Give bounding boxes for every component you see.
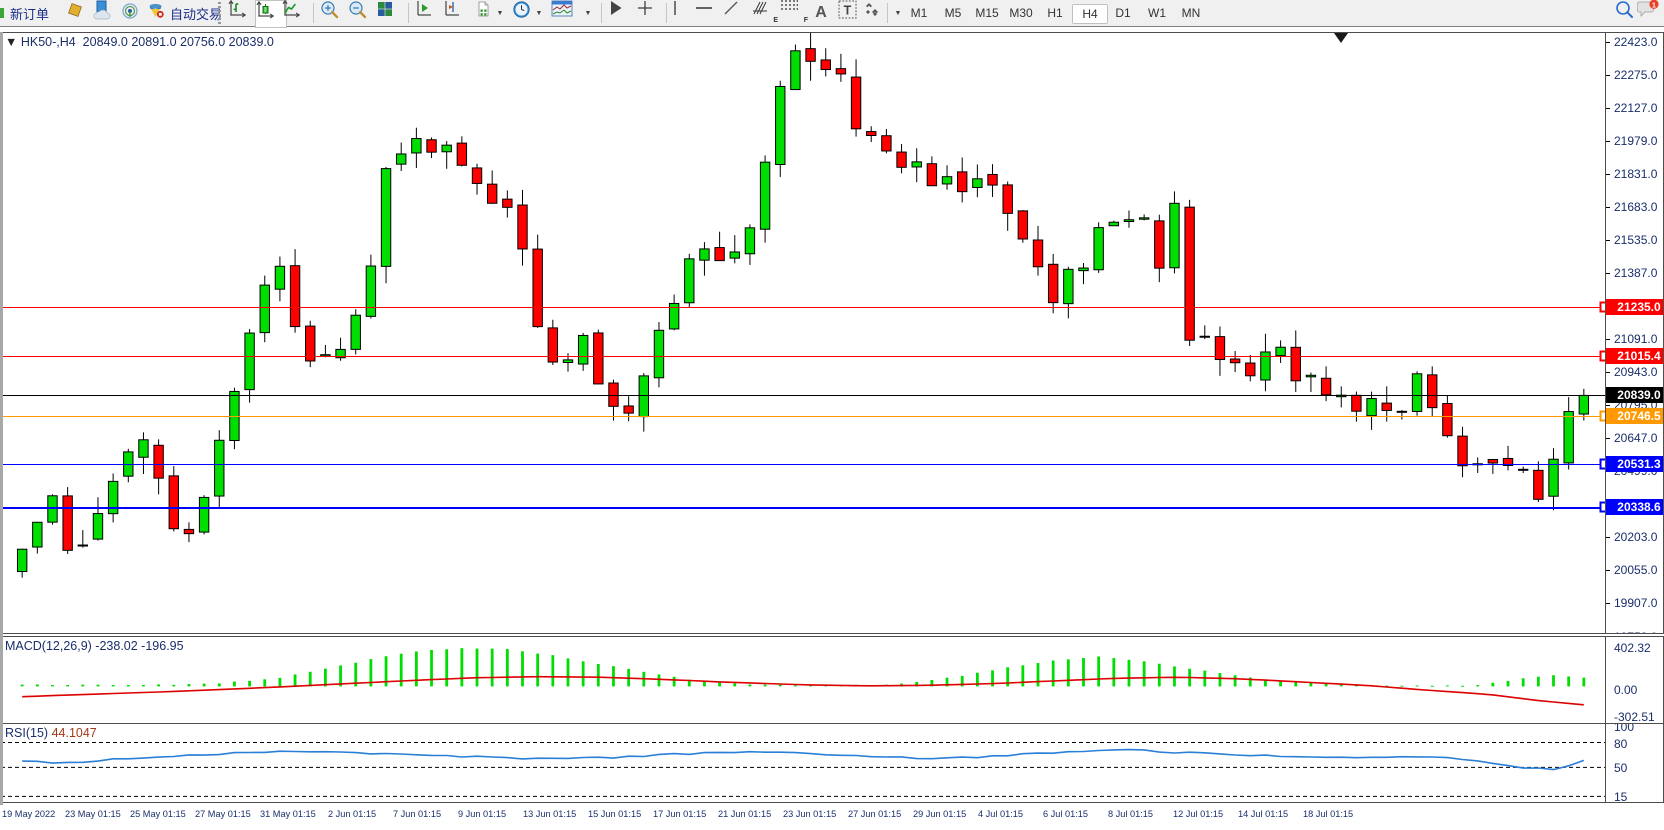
svg-text:1: 1 xyxy=(1652,3,1656,10)
svg-text:T: T xyxy=(844,4,852,18)
